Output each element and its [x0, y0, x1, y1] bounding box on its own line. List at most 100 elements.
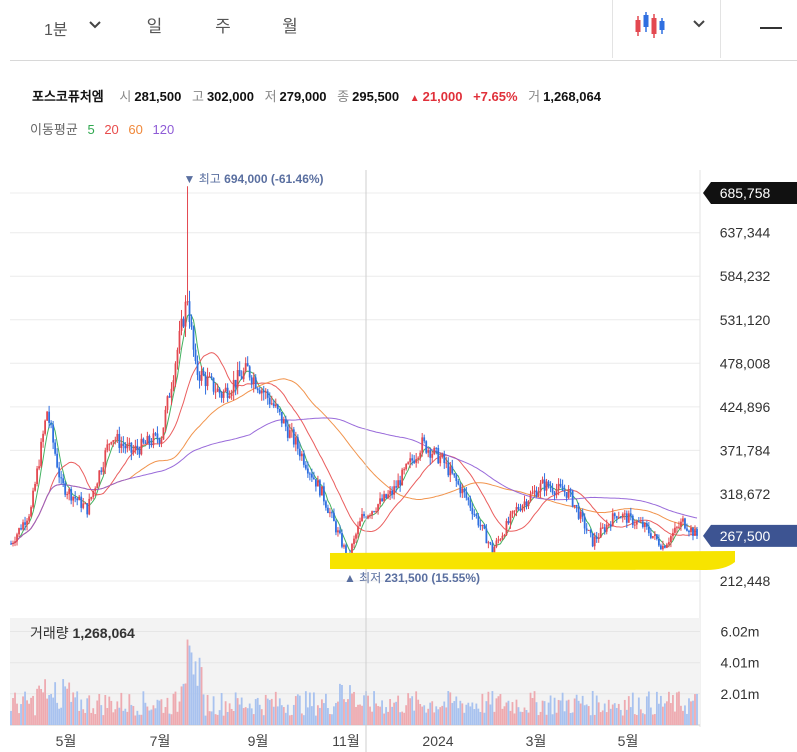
candle — [319, 480, 321, 496]
candle — [645, 523, 648, 527]
candle — [98, 470, 101, 484]
candle — [527, 501, 530, 507]
candle — [96, 483, 99, 489]
volume-bar — [690, 701, 692, 725]
candle — [230, 392, 233, 397]
ma-60[interactable]: 60 — [128, 122, 143, 137]
candle — [68, 489, 71, 495]
volume-bar — [286, 704, 289, 725]
volume-bar — [357, 704, 359, 725]
candle — [44, 420, 47, 434]
volume-bar — [50, 693, 53, 725]
volume-bar — [250, 708, 253, 725]
candle — [327, 507, 329, 514]
volume-bar — [643, 714, 646, 725]
volume-bar — [314, 715, 317, 725]
volume-bar — [565, 700, 568, 725]
candle — [20, 528, 22, 530]
candle — [403, 469, 406, 471]
volume-bar — [477, 708, 480, 725]
candle — [254, 377, 257, 389]
volume-bar — [385, 707, 387, 725]
volume-bar — [224, 701, 227, 725]
candlestick-chart-icon[interactable] — [634, 10, 668, 40]
candle — [605, 524, 608, 532]
chevron-down-icon[interactable] — [88, 18, 102, 32]
volume-bar — [353, 691, 355, 725]
candle — [192, 326, 195, 350]
candle — [553, 492, 556, 495]
candle — [666, 544, 668, 548]
candle — [12, 542, 14, 544]
volume-bar — [587, 706, 590, 725]
candle — [401, 469, 404, 486]
candle — [308, 473, 311, 475]
candle — [74, 496, 77, 499]
price-tick-label: 371,784 — [720, 442, 771, 458]
volume-bar — [14, 692, 16, 725]
candle — [373, 511, 375, 513]
volume-bar — [443, 701, 446, 725]
volume-bar — [335, 702, 337, 725]
volume-bar — [427, 708, 430, 725]
volume-bar — [383, 713, 385, 725]
volume-bar — [664, 703, 666, 725]
candle — [208, 376, 211, 378]
volume-bar — [66, 688, 69, 725]
menu-icon[interactable] — [760, 27, 782, 29]
interval-select[interactable]: 1분 — [44, 22, 68, 39]
candle — [535, 490, 538, 497]
volume-bar — [351, 693, 353, 725]
candle — [507, 521, 510, 524]
max-annotation: ▼ 최고 694,000 (-61.46%) — [184, 172, 324, 186]
ma-5[interactable]: 5 — [87, 122, 95, 137]
volume-bar — [694, 694, 696, 725]
chevron-down-icon[interactable] — [692, 17, 706, 31]
candle — [180, 318, 183, 331]
candle — [459, 484, 462, 494]
volume-bar — [579, 703, 582, 725]
volume-bar — [142, 691, 145, 725]
candle — [204, 375, 207, 387]
candle — [246, 363, 249, 367]
volume-bar — [158, 700, 161, 725]
volume-bar — [577, 700, 580, 725]
volume-bar — [437, 709, 440, 725]
volume-bar — [268, 700, 271, 725]
quote-summary: 포스코퓨처엠 시 281,500 고 302,000 저 279,000 종 295,5… — [32, 86, 608, 105]
volume-bar — [34, 715, 36, 725]
candle — [278, 409, 281, 412]
candle — [52, 424, 55, 443]
volume-bar — [447, 691, 450, 725]
volume-bar — [645, 696, 648, 725]
candle — [541, 479, 544, 484]
volume-bar — [465, 704, 468, 725]
candle — [674, 527, 676, 533]
candle — [32, 490, 34, 508]
volume-bar — [148, 710, 151, 725]
volume-bar — [186, 639, 189, 725]
volume-bar — [627, 696, 630, 725]
tab-day[interactable]: 일 — [146, 17, 163, 36]
candle — [345, 545, 347, 556]
tab-week[interactable]: 주 — [215, 17, 231, 36]
volume-bar — [467, 702, 470, 725]
ma-120[interactable]: 120 — [152, 122, 175, 137]
candle — [184, 301, 187, 327]
change-value: 21,000 — [422, 89, 463, 104]
volume-bar — [72, 692, 75, 725]
ma-20[interactable]: 20 — [104, 122, 119, 137]
candle — [385, 494, 387, 498]
volume-bar — [678, 691, 680, 725]
candle — [577, 506, 580, 519]
tab-month[interactable]: 월 — [282, 17, 298, 36]
volume-bar — [363, 695, 365, 725]
candle — [359, 521, 361, 527]
candle — [88, 498, 91, 515]
volume-bar — [288, 715, 291, 725]
volume-bar — [457, 708, 460, 725]
candle — [341, 533, 343, 547]
volume-bar — [56, 702, 59, 725]
volume-bar — [599, 712, 602, 725]
